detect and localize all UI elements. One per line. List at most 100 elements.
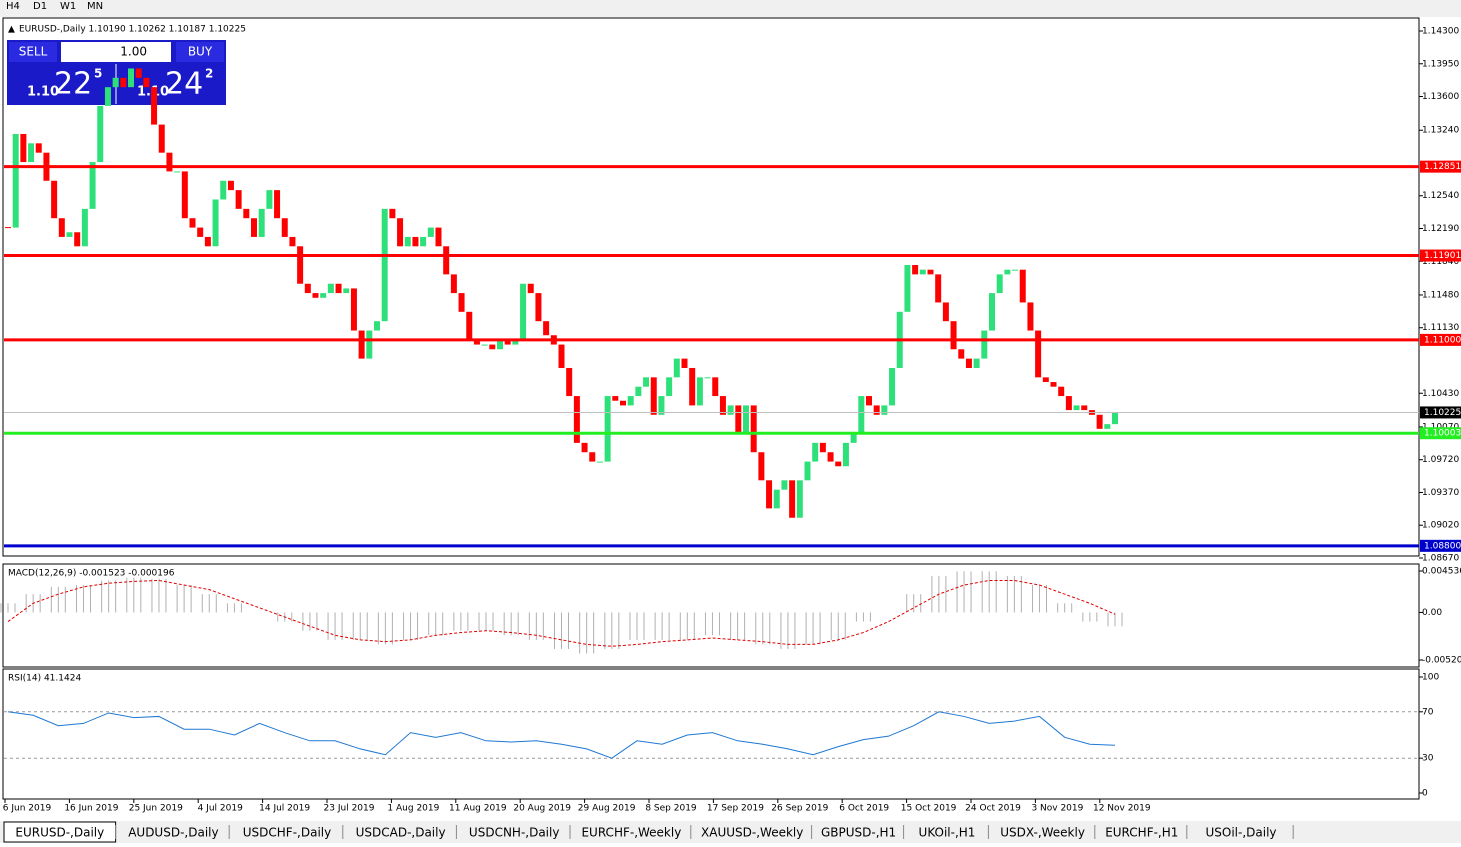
tab-label: USDCHF-,Daily xyxy=(243,826,331,840)
buy-button[interactable] xyxy=(176,42,224,62)
candle xyxy=(520,283,527,340)
tab[interactable] xyxy=(1096,822,1187,842)
candle xyxy=(51,180,58,219)
candle xyxy=(374,321,380,331)
candle xyxy=(543,321,550,336)
candle xyxy=(612,396,619,401)
current-price-box xyxy=(1420,406,1461,419)
candle xyxy=(1104,424,1111,429)
candle xyxy=(412,236,419,247)
x-tick-label: 4 Jul 2019 xyxy=(198,804,243,814)
y-tick-label: 1.09720 xyxy=(1422,455,1459,465)
level-label: 1.12851 xyxy=(1424,162,1461,172)
candle xyxy=(596,461,603,463)
rsi-title: RSI(14) 41.1424 xyxy=(8,674,81,684)
tab[interactable] xyxy=(117,822,230,842)
candle xyxy=(497,339,503,350)
candle xyxy=(158,124,165,153)
y-tick-label: 1.09020 xyxy=(1422,521,1459,531)
tab[interactable] xyxy=(692,822,812,842)
candle xyxy=(450,274,457,294)
candle xyxy=(743,405,749,434)
candle xyxy=(635,386,642,397)
candle xyxy=(143,77,150,88)
x-tick-label: 29 Aug 2019 xyxy=(578,804,636,814)
y-tick-label: 1.11480 xyxy=(1422,290,1459,300)
x-tick-label: 16 Jun 2019 xyxy=(64,804,118,814)
y-tick-label: 1.13950 xyxy=(1422,59,1459,69)
bid-pips: 22 xyxy=(54,67,92,102)
candle xyxy=(473,339,480,345)
candle xyxy=(251,218,257,237)
candle xyxy=(620,400,626,406)
candle xyxy=(912,265,919,275)
candle xyxy=(989,293,995,331)
tab-label: XAUUSD-,Weekly xyxy=(701,826,803,840)
macd-title: MACD(12,26,9) -0.001523 -0.000196 xyxy=(8,569,175,579)
candle xyxy=(343,288,350,294)
buy-label: BUY xyxy=(188,45,213,59)
candle xyxy=(581,442,588,453)
macd-panel xyxy=(2,563,1420,668)
candle xyxy=(927,269,934,275)
y-tick-label: 1.08670 xyxy=(1422,554,1459,564)
tab[interactable] xyxy=(458,822,570,842)
y-tick-label: 1.12540 xyxy=(1422,191,1459,201)
candle xyxy=(58,218,65,237)
y-tick-label: 1.13240 xyxy=(1422,126,1459,136)
candle xyxy=(66,232,73,237)
candle xyxy=(227,180,234,191)
candle xyxy=(819,442,826,453)
level-label: 1.11901 xyxy=(1424,251,1461,261)
y-tick-label: 0.00 xyxy=(1422,608,1442,618)
candle xyxy=(320,293,327,298)
tab[interactable] xyxy=(990,822,1095,842)
candle xyxy=(128,68,134,88)
candle xyxy=(427,227,434,237)
candle xyxy=(1042,377,1049,383)
candle xyxy=(965,358,972,368)
candle xyxy=(643,377,650,387)
macd-signal xyxy=(7,579,1116,647)
tab[interactable] xyxy=(1188,822,1294,842)
candle xyxy=(935,274,942,303)
candle xyxy=(796,480,803,518)
tab-label: USOil-,Daily xyxy=(1205,826,1276,840)
tab[interactable] xyxy=(572,822,691,842)
candle xyxy=(889,367,896,406)
sell-button[interactable] xyxy=(9,42,57,62)
tab[interactable] xyxy=(813,822,904,842)
x-tick-label: 6 Oct 2019 xyxy=(839,804,889,814)
current-price-label: 1.10225 xyxy=(1424,408,1461,418)
tab[interactable] xyxy=(905,822,989,842)
lots-input[interactable] xyxy=(61,42,171,62)
candle xyxy=(489,344,496,350)
candle xyxy=(504,339,511,345)
y-tick-label: 1.09370 xyxy=(1422,488,1459,498)
candle xyxy=(873,405,880,415)
candle xyxy=(996,274,1003,294)
candle xyxy=(466,311,473,340)
candle xyxy=(1112,412,1118,425)
candle xyxy=(397,218,404,247)
tab[interactable] xyxy=(344,822,457,842)
tab-label: GBPUSD-,H1 xyxy=(821,826,896,840)
candle xyxy=(573,396,580,443)
candle xyxy=(719,396,726,415)
candle xyxy=(458,293,465,312)
candle xyxy=(89,162,96,209)
candle xyxy=(958,349,965,359)
y-tick-label: 70 xyxy=(1422,707,1434,717)
level-box xyxy=(1420,333,1461,346)
tab-label: AUDUSD-,Daily xyxy=(128,826,218,840)
candle xyxy=(942,302,949,322)
candle xyxy=(535,293,542,322)
x-tick-label: 17 Sep 2019 xyxy=(707,804,764,814)
candle xyxy=(335,283,342,294)
candle xyxy=(350,288,357,331)
candle xyxy=(512,339,519,345)
tab[interactable] xyxy=(231,822,343,842)
candle xyxy=(827,452,834,462)
candle xyxy=(650,377,657,415)
candle xyxy=(166,152,173,172)
